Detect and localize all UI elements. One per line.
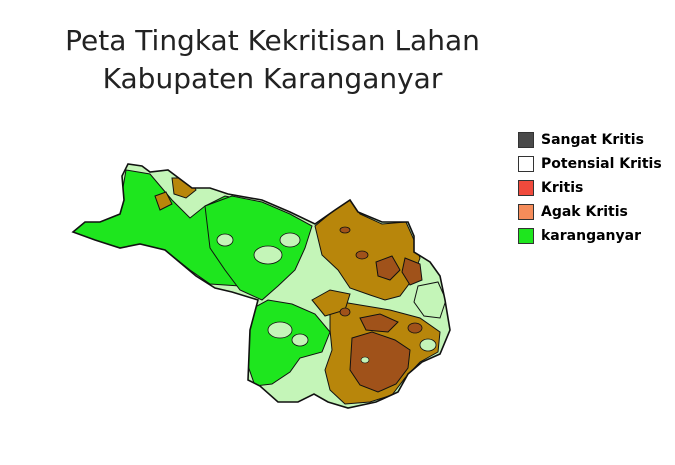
light-green-patch: [216, 233, 234, 247]
legend-item-potensial-kritis: Potensial Kritis: [518, 152, 668, 176]
map-title: Peta Tingkat Kekritisan Lahan Kabupaten …: [0, 22, 545, 98]
brown-patch: [339, 307, 351, 317]
legend-swatch-potensial-kritis: [518, 156, 534, 172]
light-green-patch: [279, 232, 301, 248]
legend-item-kritis: Kritis: [518, 176, 668, 200]
legend-item-agak-kritis: Agak Kritis: [518, 200, 668, 224]
brown-patch: [339, 226, 351, 234]
legend-swatch-sangat-kritis: [518, 132, 534, 148]
green-southwest-zone: [245, 299, 331, 387]
legend-swatch-agak-kritis: [518, 204, 534, 220]
brown-patch: [401, 257, 423, 286]
legend-swatch-kritis: [518, 180, 534, 196]
map-title-line-1: Peta Tingkat Kekritisan Lahan: [65, 24, 480, 57]
legend-item-karanganyar: karanganyar: [518, 224, 668, 248]
legend-label: Agak Kritis: [541, 204, 628, 220]
map-title-line-2: Kabupaten Karanganyar: [102, 62, 443, 95]
light-green-patch: [291, 333, 309, 347]
legend-label: Kritis: [541, 180, 584, 196]
light-green-patch: [253, 245, 283, 265]
light-green-east-pocket: [413, 281, 447, 319]
brown-patch: [355, 250, 369, 260]
map-legend: Sangat Kritis Potensial Kritis Kritis Ag…: [518, 128, 668, 248]
light-green-patch: [419, 338, 437, 352]
legend-swatch-karanganyar: [518, 228, 534, 244]
brown-south-zone: [349, 331, 411, 393]
light-green-patch: [267, 321, 293, 339]
legend-label: karanganyar: [541, 228, 641, 244]
brown-patch: [407, 322, 423, 334]
brown-patch: [359, 313, 399, 333]
olive-diagonal-strip: [311, 289, 351, 317]
legend-label: Sangat Kritis: [541, 132, 644, 148]
brown-patch: [375, 255, 401, 281]
legend-item-sangat-kritis: Sangat Kritis: [518, 128, 668, 152]
legend-label: Potensial Kritis: [541, 156, 662, 172]
light-green-patch: [360, 356, 370, 364]
olive-patch-nw: [154, 191, 173, 211]
